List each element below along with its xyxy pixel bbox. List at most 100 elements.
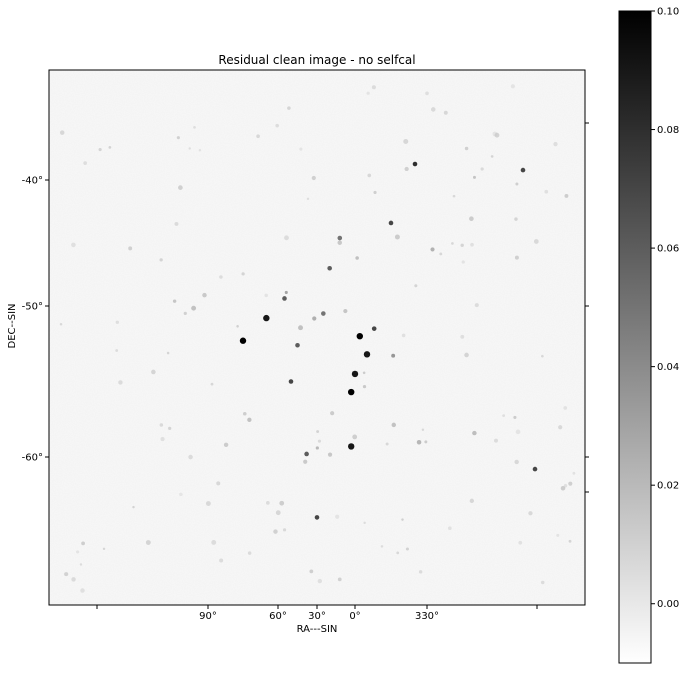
faint-source (266, 501, 270, 505)
faint-source (219, 558, 224, 563)
faint-source (168, 426, 172, 430)
x-axis-label: RA---SIN (297, 624, 338, 635)
chart-title: Residual clean image - no selfcal (218, 53, 415, 67)
x-tick-label: 330° (415, 611, 439, 622)
faint-source (396, 551, 400, 555)
x-tick-label: 30° (308, 611, 326, 622)
faint-source (421, 428, 425, 431)
faint-source (494, 132, 500, 138)
source-blob (363, 351, 371, 358)
faint-source (159, 258, 163, 262)
faint-source (533, 239, 539, 244)
source-blob (304, 451, 309, 457)
faint-source (193, 125, 196, 129)
colorbar-ticks: 0.00 0.02 0.04 0.06 0.08 0.10 (651, 7, 679, 610)
faint-source (464, 352, 469, 358)
y-tick-label: -60° (22, 453, 43, 464)
faint-source (414, 284, 418, 288)
faint-source (490, 155, 494, 158)
faint-source (541, 354, 544, 358)
faint-source (210, 382, 214, 386)
source-blob (520, 167, 526, 173)
colorbar-tick-label: 0.02 (657, 481, 679, 492)
faint-source (284, 290, 288, 294)
faint-source (306, 197, 310, 201)
faint-source (188, 454, 193, 460)
colorbar-tick-label: 0.10 (657, 7, 679, 18)
source-blob (314, 515, 320, 520)
faint-source (64, 572, 69, 577)
faint-source (236, 325, 239, 328)
faint-source (128, 246, 133, 251)
faint-source (337, 240, 342, 245)
x-axis: 90° 60° 30° 0° 330° (199, 605, 439, 622)
faint-source (355, 256, 359, 260)
faint-source (59, 322, 63, 326)
faint-source (443, 110, 448, 115)
faint-source (461, 260, 465, 264)
faint-source (469, 216, 474, 222)
faint-source (472, 175, 476, 179)
faint-source (284, 235, 289, 241)
faint-source (556, 533, 560, 537)
faint-source (76, 550, 80, 554)
faint-source (513, 415, 517, 419)
faint-source (391, 422, 397, 428)
faint-source (480, 167, 484, 171)
faint-source (159, 423, 164, 427)
y-tick-label: -50° (22, 302, 43, 313)
source-blob (239, 337, 247, 344)
faint-source (460, 243, 464, 247)
plot-area (48, 69, 586, 606)
x-tick-label: 60° (269, 611, 287, 622)
faint-source (282, 528, 287, 532)
faint-source (242, 411, 247, 416)
faint-source (316, 430, 320, 433)
source-blob (356, 333, 363, 340)
faint-source (115, 349, 119, 352)
faint-source (299, 147, 303, 151)
faint-source (205, 501, 211, 506)
faint-source (518, 540, 523, 545)
faint-source (514, 459, 519, 465)
faint-source (98, 147, 102, 152)
faint-source (514, 255, 519, 260)
faint-source (401, 333, 406, 338)
faint-source (416, 439, 422, 445)
faint-source (418, 570, 423, 574)
faint-source (71, 577, 76, 582)
source-blob (351, 370, 359, 378)
faint-source (151, 369, 156, 375)
faint-source (403, 139, 409, 145)
faint-source (79, 563, 83, 566)
source-blob (348, 443, 355, 450)
source-blob (321, 311, 326, 316)
faint-source (563, 406, 568, 410)
faint-source (166, 351, 170, 355)
faint-source (515, 182, 519, 186)
faint-source (464, 146, 469, 151)
faint-source (178, 185, 183, 190)
faint-source (198, 148, 202, 152)
faint-source (327, 452, 333, 457)
faint-source (352, 434, 358, 440)
faint-source (188, 147, 191, 150)
source-blob (295, 342, 300, 348)
faint-source (343, 309, 348, 314)
faint-source (275, 123, 279, 128)
faint-source (273, 529, 278, 534)
faint-source (425, 91, 429, 96)
faint-source (367, 173, 372, 178)
faint-source (572, 471, 576, 475)
source-blob (371, 326, 377, 331)
faint-source (510, 84, 515, 89)
noise-texture (49, 70, 585, 605)
faint-source (71, 242, 76, 248)
faint-source (460, 334, 465, 339)
source-blob (263, 314, 270, 322)
y-axis-label: DEC--SIN (7, 304, 18, 349)
source-blob (327, 265, 332, 271)
faint-source (118, 380, 123, 385)
faint-source (216, 481, 221, 486)
faint-source (362, 371, 366, 375)
